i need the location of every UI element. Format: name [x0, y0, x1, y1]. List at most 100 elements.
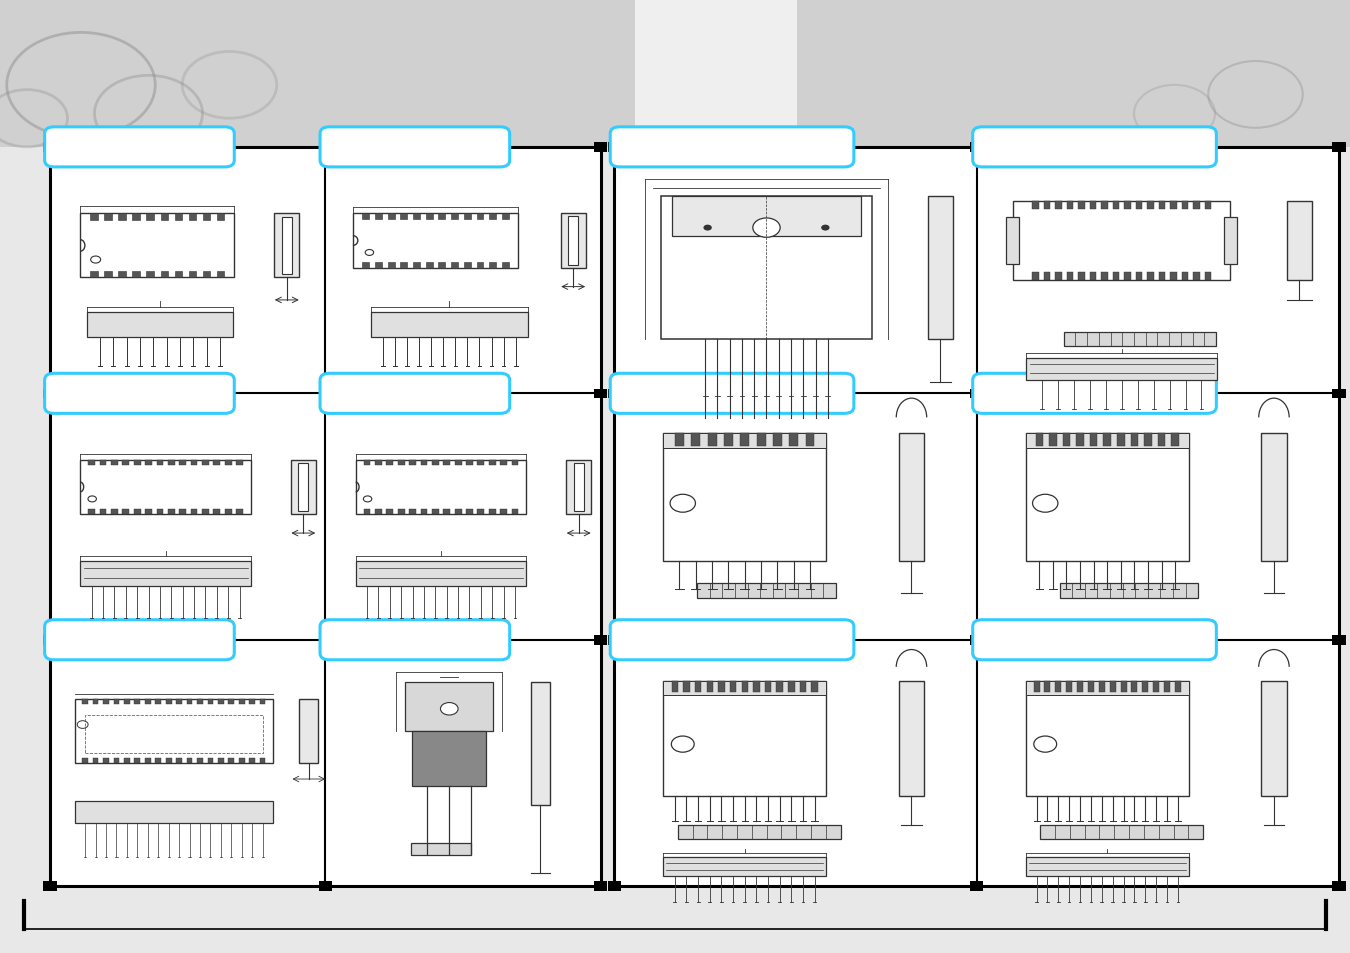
Bar	[477, 214, 483, 219]
Bar	[678, 824, 841, 840]
FancyBboxPatch shape	[610, 128, 853, 168]
Bar	[190, 509, 197, 515]
Bar	[1193, 273, 1200, 281]
Bar	[594, 636, 608, 645]
Bar	[216, 214, 224, 220]
Bar	[421, 509, 428, 515]
Bar	[489, 214, 497, 219]
Bar	[124, 758, 130, 763]
Bar	[1089, 202, 1096, 210]
Bar	[236, 509, 243, 515]
Bar	[663, 434, 826, 561]
Bar	[774, 434, 782, 446]
Bar	[43, 143, 57, 152]
Bar	[167, 460, 174, 466]
Bar	[213, 460, 220, 466]
Bar	[103, 700, 109, 704]
Bar	[1102, 273, 1107, 281]
Bar	[574, 463, 583, 512]
Bar	[455, 509, 462, 515]
Bar	[1044, 202, 1050, 210]
Bar	[146, 460, 153, 466]
Bar	[451, 214, 458, 219]
Bar	[489, 263, 497, 269]
Bar	[50, 148, 325, 394]
Bar	[977, 148, 1339, 394]
Bar	[93, 758, 99, 763]
Bar	[362, 263, 369, 269]
Bar	[1332, 143, 1346, 152]
Bar	[1103, 434, 1111, 446]
Bar	[811, 681, 818, 693]
Bar	[113, 700, 119, 704]
Bar	[228, 758, 234, 763]
Bar	[1332, 389, 1346, 398]
Bar	[464, 214, 471, 219]
Bar	[216, 272, 224, 278]
Bar	[363, 460, 370, 466]
Bar	[512, 460, 518, 466]
Bar	[371, 313, 528, 337]
Bar	[190, 460, 197, 466]
Bar	[155, 758, 161, 763]
Bar	[202, 460, 209, 466]
Bar	[298, 463, 308, 512]
Bar	[43, 389, 57, 398]
Bar	[1099, 681, 1104, 693]
Bar	[776, 681, 783, 693]
Bar	[478, 509, 485, 515]
Bar	[144, 700, 151, 704]
Bar	[166, 758, 171, 763]
Bar	[259, 758, 266, 763]
Bar	[969, 636, 983, 645]
Bar	[1148, 202, 1154, 210]
Bar	[177, 700, 182, 704]
Bar	[969, 143, 983, 152]
Bar	[50, 640, 325, 886]
Bar	[1079, 202, 1084, 210]
Bar	[1026, 358, 1218, 380]
Bar	[1158, 202, 1165, 210]
Bar	[157, 460, 163, 466]
Bar	[899, 681, 925, 796]
Bar	[43, 636, 57, 645]
Bar	[104, 272, 112, 278]
Bar	[250, 758, 255, 763]
Bar	[969, 389, 983, 398]
Bar	[217, 700, 224, 704]
Bar	[386, 509, 393, 515]
FancyBboxPatch shape	[973, 620, 1216, 660]
Bar	[405, 682, 493, 731]
Bar	[466, 509, 472, 515]
Bar	[82, 700, 88, 704]
Bar	[756, 434, 765, 446]
Bar	[144, 758, 151, 763]
Bar	[489, 460, 495, 466]
Bar	[1044, 273, 1050, 281]
Bar	[82, 758, 88, 763]
FancyBboxPatch shape	[320, 620, 510, 660]
Bar	[1332, 882, 1346, 891]
Bar	[672, 681, 678, 693]
Bar	[1135, 273, 1142, 281]
Bar	[352, 214, 518, 269]
Bar	[1170, 202, 1177, 210]
Bar	[398, 509, 405, 515]
Bar	[432, 460, 439, 466]
FancyBboxPatch shape	[45, 128, 235, 168]
Bar	[111, 509, 117, 515]
Bar	[1089, 434, 1098, 446]
Bar	[806, 434, 814, 446]
Bar	[387, 214, 394, 219]
Bar	[1206, 273, 1211, 281]
Bar	[167, 509, 174, 515]
Bar	[443, 460, 450, 466]
Bar	[1040, 824, 1203, 840]
Bar	[413, 263, 420, 269]
FancyBboxPatch shape	[45, 620, 235, 660]
Bar	[1172, 434, 1179, 446]
Bar	[425, 263, 432, 269]
Bar	[119, 214, 126, 220]
Bar	[1066, 681, 1072, 693]
Bar	[88, 460, 94, 466]
